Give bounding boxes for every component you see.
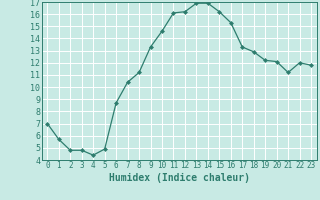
- X-axis label: Humidex (Indice chaleur): Humidex (Indice chaleur): [109, 173, 250, 183]
